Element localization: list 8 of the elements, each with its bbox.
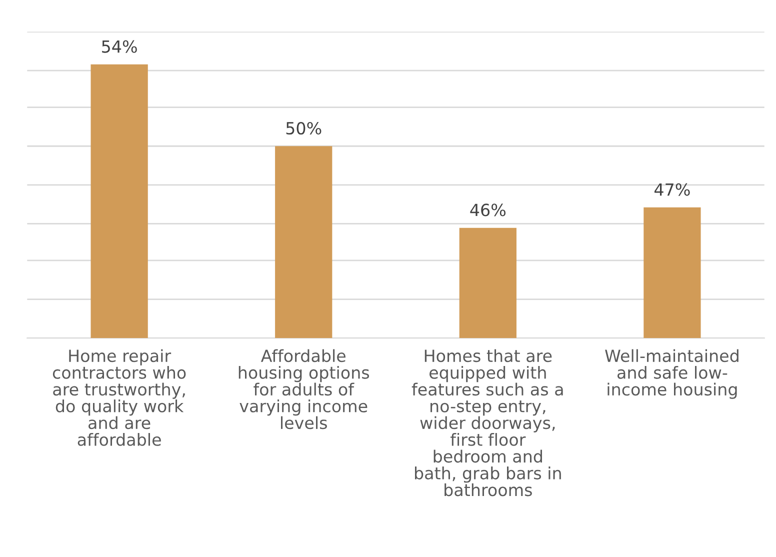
data-label: 50% [286,122,322,135]
data-label: 47% [654,183,690,196]
category-label: Homes that are equipped with features such as a no-step entry, wider doorways, first floor bedroom and bath, grab bars in bathrooms [412,349,563,496]
x-tick-label: Well-maintained and safe low- income housing [605,349,738,399]
x-tick-label: Home repair contractors who are trustworthy, do quality work and are affordable [52,349,186,446]
x-tick-label: Affordable housing options for adults of varying income levels [238,349,370,430]
data-label: 54% [102,40,137,53]
data-label: 46% [470,204,506,216]
